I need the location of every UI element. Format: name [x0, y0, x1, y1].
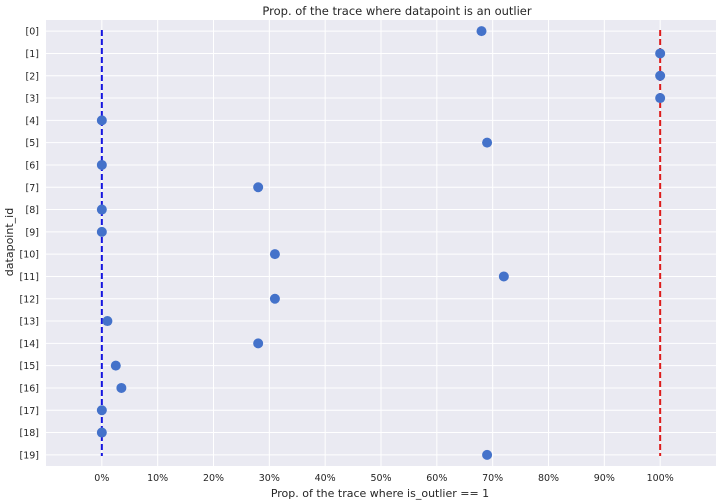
y-tick-label: [7]: [26, 183, 39, 194]
x-tick-label: 100%: [647, 473, 674, 484]
data-point: [96, 115, 107, 126]
y-tick-label: [17]: [19, 406, 39, 417]
data-point: [476, 26, 487, 37]
y-tick-label: [5]: [26, 138, 39, 149]
data-point: [269, 293, 280, 304]
data-point: [253, 182, 264, 193]
y-tick-label: [8]: [26, 205, 39, 216]
x-axis-label: Prop. of the trace where is_outlier == 1: [271, 487, 489, 500]
y-tick-label: [12]: [19, 294, 39, 305]
y-tick-label: [19]: [19, 450, 39, 461]
data-point: [253, 338, 264, 349]
y-tick-label: [1]: [26, 49, 39, 60]
y-tick-label: [14]: [19, 339, 39, 350]
data-point: [102, 316, 113, 327]
data-point: [482, 449, 493, 460]
data-point: [96, 226, 107, 237]
chart-title: Prop. of the trace where datapoint is an…: [262, 4, 531, 18]
y-tick-label: [9]: [26, 227, 39, 238]
y-tick-label: [6]: [26, 160, 39, 171]
y-axis-label: datapoint_id: [3, 208, 16, 276]
data-point: [116, 382, 127, 393]
data-point: [655, 70, 666, 81]
y-tick-label: [0]: [26, 27, 39, 38]
x-tick-label: 60%: [426, 473, 447, 484]
y-tick-label: [3]: [26, 94, 39, 105]
data-point: [269, 249, 280, 260]
x-tick-labels: 0% 10% 20% 30% 40% 50% 60% 70% 80% 90% 100%: [94, 473, 673, 484]
y-tick-label: [16]: [19, 383, 39, 394]
y-tick-label: [13]: [19, 317, 39, 328]
data-point: [655, 48, 666, 59]
data-point: [482, 137, 493, 148]
data-points: [96, 26, 666, 460]
x-tick-label: 0%: [94, 473, 109, 484]
y-tick-label: [4]: [26, 116, 39, 127]
x-tick-label: 30%: [259, 473, 280, 484]
data-point: [498, 271, 509, 282]
x-tick-label: 10%: [147, 473, 168, 484]
data-point: [96, 427, 107, 438]
y-tick-labels: [0] [1] [2] [3] [4] [5] [6] [7] [8] [9] [10] [11] [1…: [19, 27, 39, 462]
x-tick-label: 50%: [370, 473, 391, 484]
data-point: [655, 93, 666, 104]
data-point: [96, 405, 107, 416]
x-tick-label: 90%: [594, 473, 615, 484]
x-tick-label: 40%: [315, 473, 336, 484]
x-tick-label: 70%: [482, 473, 503, 484]
reference-lines: [100, 30, 662, 456]
data-point: [110, 360, 121, 371]
y-tick-label: [15]: [19, 361, 39, 372]
data-point: [96, 159, 107, 170]
y-tick-label: [10]: [19, 250, 39, 261]
x-tick-label: 20%: [203, 473, 224, 484]
y-tick-label: [18]: [19, 428, 39, 439]
data-point: [96, 204, 107, 215]
y-tick-label: [11]: [19, 272, 39, 283]
x-tick-label: 80%: [538, 473, 559, 484]
y-tick-label: [2]: [26, 71, 39, 82]
